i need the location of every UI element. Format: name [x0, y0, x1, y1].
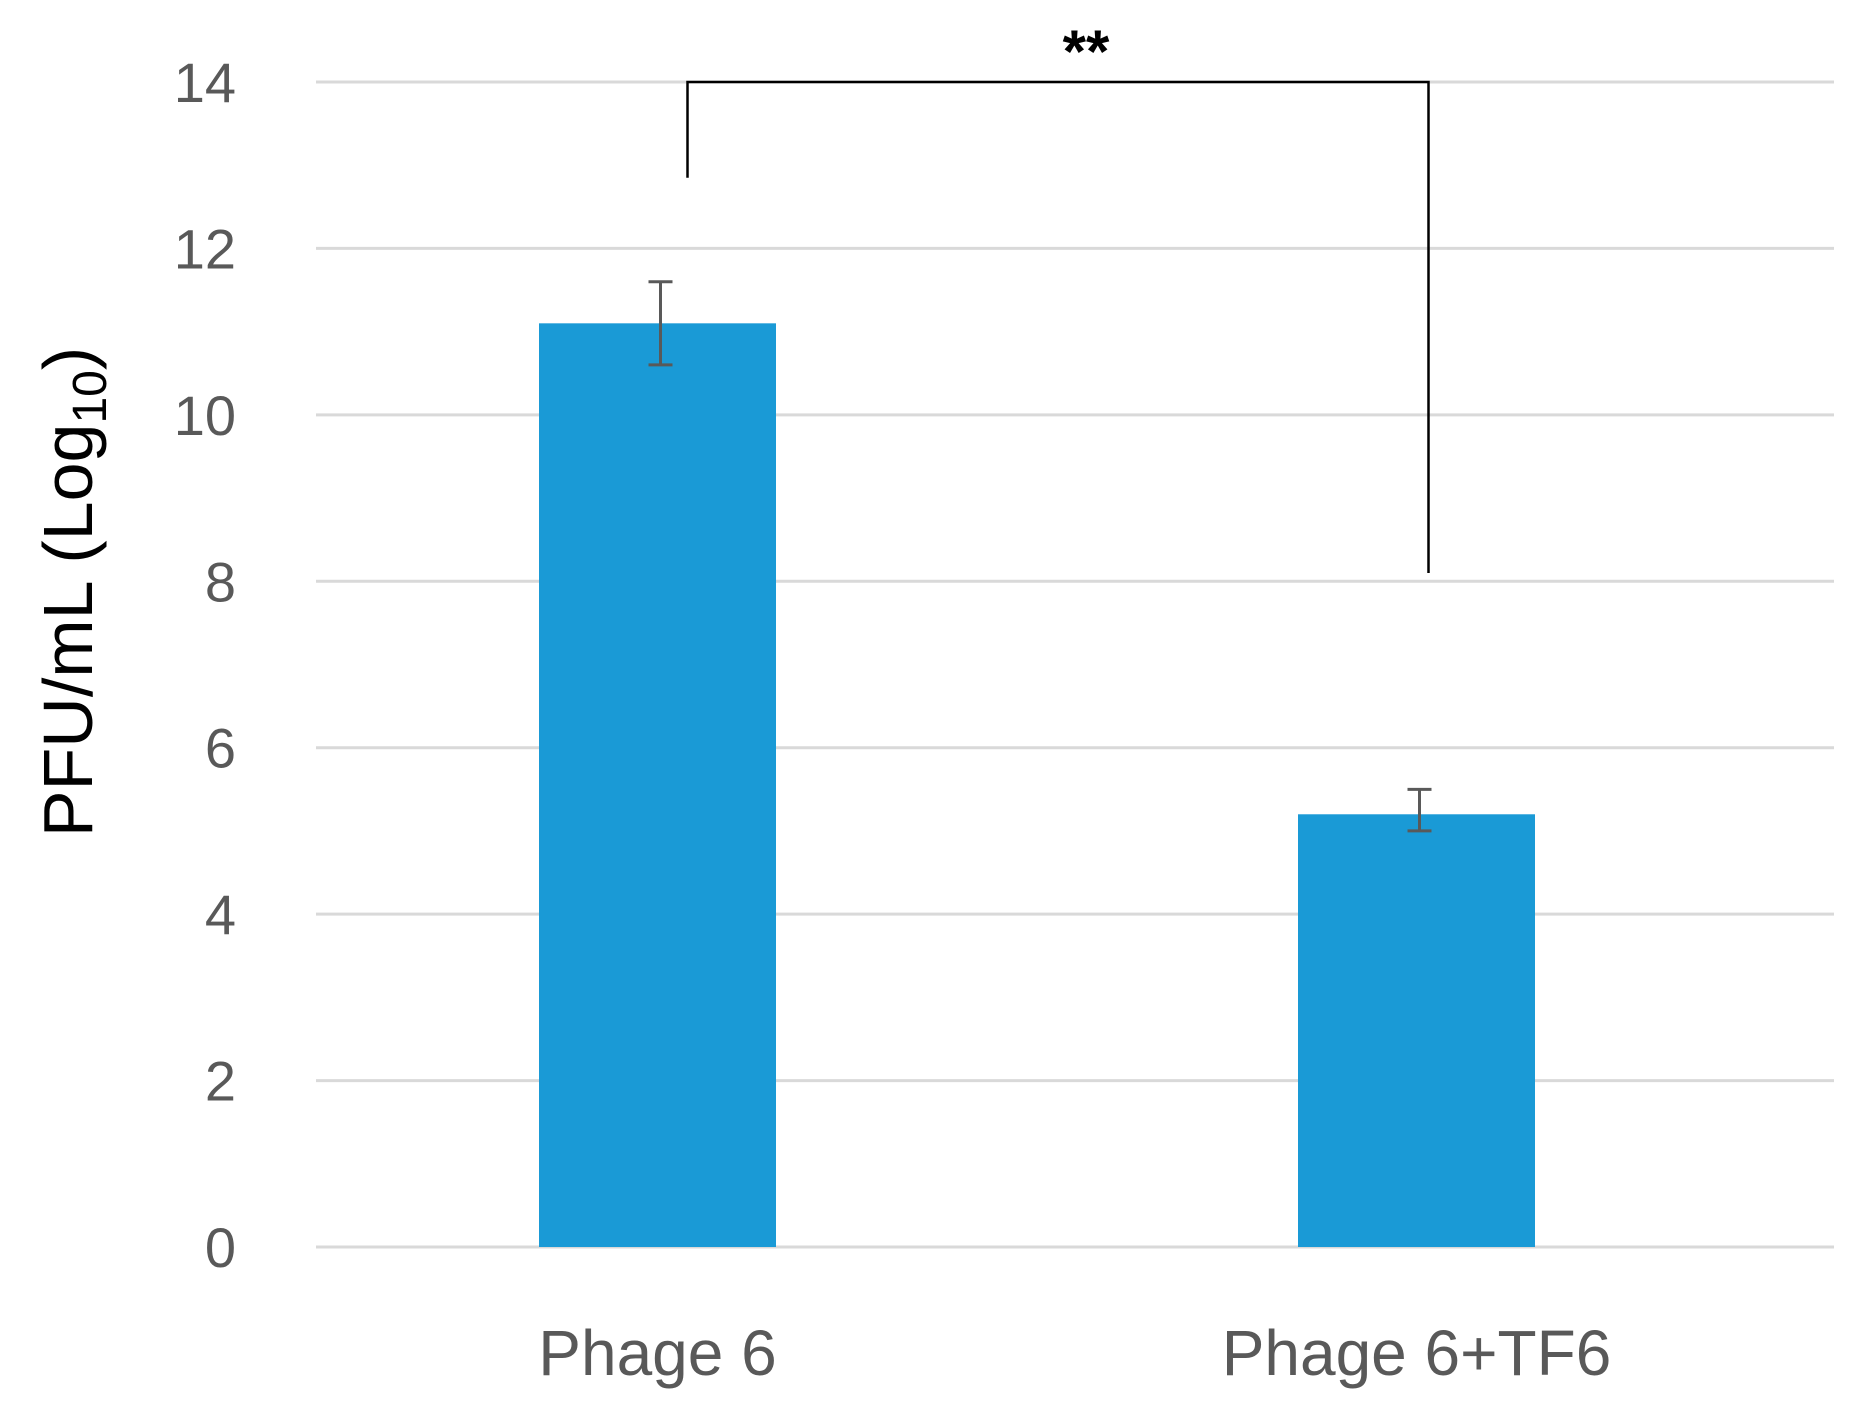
bar-2 — [1298, 814, 1535, 1247]
y-tick-labels: 0 2 4 6 8 10 12 14 — [174, 51, 236, 1279]
x-tick-label-1: Phage 6 — [538, 1317, 776, 1389]
y-tick-label-4: 4 — [205, 883, 236, 946]
y-tick-label-12: 12 — [174, 217, 236, 280]
error-bar-2 — [1407, 787, 1432, 833]
bars — [539, 323, 1535, 1248]
y-axis-label-subscript: 10 — [64, 370, 117, 423]
y-axis-label-main: PFU/mL (Log — [29, 424, 107, 838]
error-bars — [648, 280, 1432, 833]
x-tick-labels: Phage 6 Phage 6+TF6 — [538, 1317, 1611, 1389]
significance-bracket: ** — [686, 18, 1430, 573]
y-axis-label: PFU/mL (Log10) — [29, 347, 117, 837]
y-tick-label-10: 10 — [174, 384, 236, 447]
y-tick-label-8: 8 — [205, 550, 236, 613]
error-bar-1 — [648, 280, 673, 367]
bar-1 — [539, 323, 776, 1248]
y-tick-label-2: 2 — [205, 1050, 236, 1113]
y-axis-label-close: ) — [29, 347, 107, 370]
y-tick-label-6: 6 — [205, 717, 236, 780]
x-tick-label-2: Phage 6+TF6 — [1222, 1317, 1612, 1389]
y-tick-label-14: 14 — [174, 51, 236, 114]
significance-label: ** — [1063, 18, 1110, 85]
significance-bracket-line — [686, 80, 1430, 573]
y-tick-label-0: 0 — [205, 1216, 236, 1279]
